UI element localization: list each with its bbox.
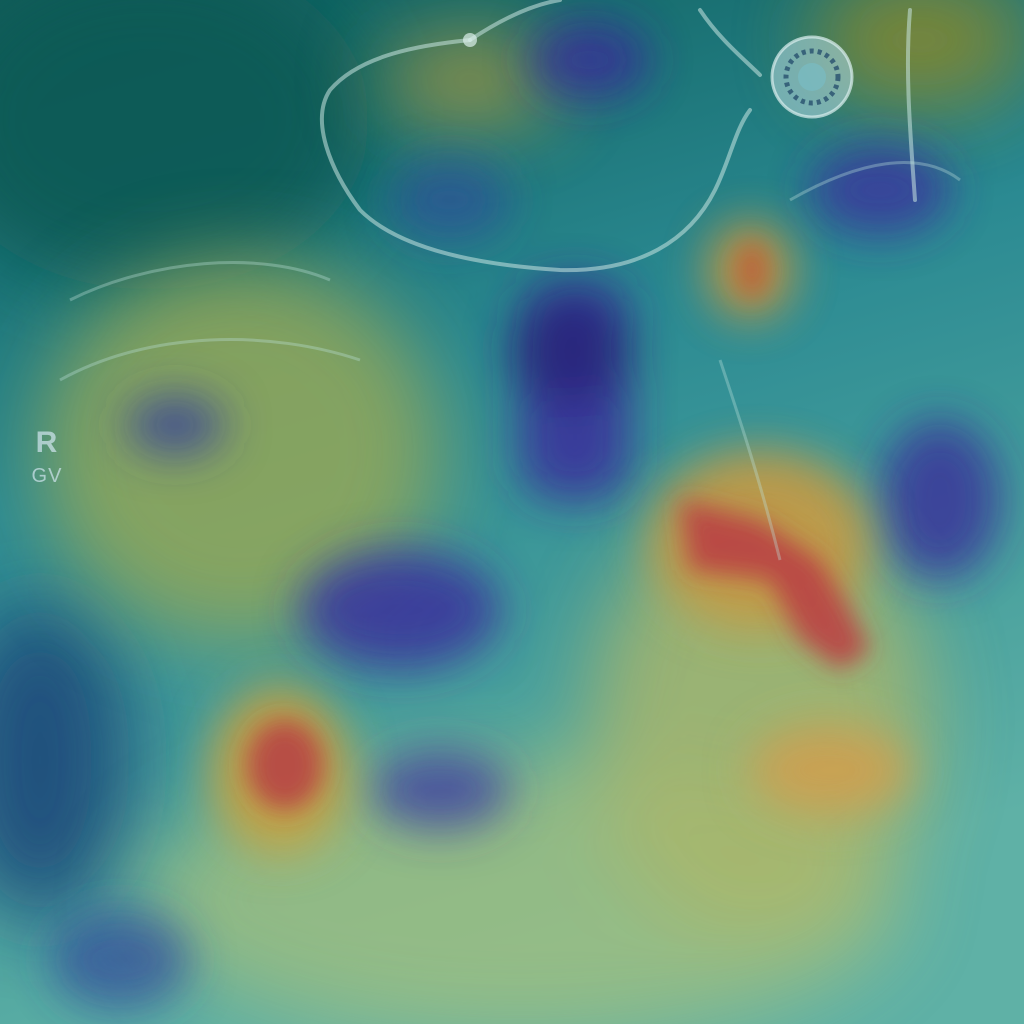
- heart-border: [718, 359, 782, 561]
- monitoring-lead-wire: [320, 38, 752, 273]
- monitoring-lead-wire-2: [468, 0, 562, 42]
- region-dark-lower-left: [0, 600, 130, 920]
- region-yellow-left-lung: [40, 260, 440, 640]
- hotspot-right: [680, 500, 870, 670]
- rib-left-1: [69, 261, 331, 302]
- region-low-left-small: [125, 395, 225, 455]
- hotspot-upper-right: [736, 242, 768, 298]
- region-low-left-mid: [300, 550, 500, 670]
- side-marker: R GV: [30, 426, 64, 487]
- side-marker-letter: R: [35, 426, 59, 459]
- region-low-center-top: [530, 20, 650, 100]
- ecg-electrode: [770, 35, 854, 119]
- region-yellow-top: [380, 35, 560, 125]
- region-low-right-top: [810, 145, 950, 235]
- clavicle-marker: [463, 33, 477, 47]
- rib-left-2: [59, 338, 361, 382]
- region-low-center-core: [510, 295, 630, 405]
- region-low-upper-center: [390, 160, 510, 240]
- region-low-bottom-left: [50, 910, 190, 1010]
- region-orange-right-lower: [750, 725, 910, 815]
- side-marker-initials: GV: [31, 465, 63, 487]
- lead-wire-top-right: [905, 8, 917, 202]
- hotspot-left-lower: [247, 720, 323, 810]
- lead-wire-right: [698, 8, 762, 77]
- region-dark-teal: [0, 0, 370, 290]
- region-low-right-mid: [880, 420, 1000, 580]
- region-low-lower-center: [370, 750, 510, 830]
- rib-right-1: [789, 161, 961, 202]
- region-yellow-top-right: [810, 0, 1024, 110]
